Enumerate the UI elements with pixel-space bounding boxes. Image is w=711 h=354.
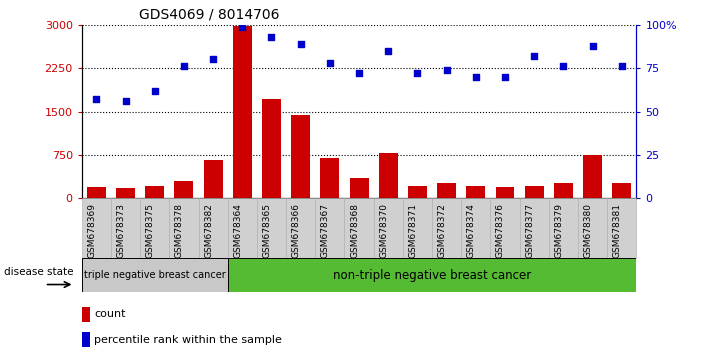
Bar [140,198,169,258]
Bar [286,198,315,258]
Bar [578,198,607,258]
Point [587,43,598,48]
Bar [344,198,374,258]
Point [149,88,161,93]
Point [91,97,102,102]
Text: GSM678379: GSM678379 [555,203,563,258]
Bar [174,182,193,198]
Text: GSM678364: GSM678364 [233,203,242,258]
Bar [87,187,106,198]
Point [208,57,219,62]
Point [324,60,336,66]
Bar [408,185,427,198]
Text: GDS4069 / 8014706: GDS4069 / 8014706 [139,7,279,21]
Bar [374,198,403,258]
Text: GSM678377: GSM678377 [525,203,534,258]
Bar [228,198,257,258]
Bar [496,187,515,198]
Bar [350,178,368,198]
Bar [292,115,310,198]
Bar [145,185,164,198]
Bar [116,188,135,198]
Bar [315,198,344,258]
Point [441,67,452,73]
Text: GSM678382: GSM678382 [204,203,213,258]
Bar [612,183,631,198]
Text: GSM678376: GSM678376 [496,203,505,258]
Text: disease state: disease state [4,267,73,277]
Text: GSM678369: GSM678369 [87,203,97,258]
Bar [379,153,397,198]
Bar [554,183,573,198]
Text: GSM678373: GSM678373 [117,203,126,258]
Text: GSM678374: GSM678374 [467,203,476,258]
Text: GSM678371: GSM678371 [408,203,417,258]
Text: non-triple negative breast cancer: non-triple negative breast cancer [333,269,531,282]
Text: GSM678375: GSM678375 [146,203,155,258]
Point [266,34,277,40]
Bar [321,158,339,198]
Bar [491,198,520,258]
Bar [466,186,486,198]
Point [353,70,365,76]
Text: count: count [95,309,126,320]
Bar [607,198,636,258]
Point [412,70,423,76]
Text: GSM678378: GSM678378 [175,203,184,258]
Text: percentile rank within the sample: percentile rank within the sample [95,335,282,345]
Text: GSM678366: GSM678366 [292,203,301,258]
Point [383,48,394,53]
Point [295,41,306,47]
Text: GSM678372: GSM678372 [437,203,447,258]
Bar [82,307,90,322]
Bar [520,198,549,258]
Point [470,74,481,80]
Text: triple negative breast cancer: triple negative breast cancer [84,270,225,280]
Point [178,64,190,69]
Bar [549,198,578,258]
Point [528,53,540,59]
Bar [461,198,491,258]
Bar [198,198,228,258]
Text: GSM678381: GSM678381 [613,203,621,258]
Text: GSM678368: GSM678368 [350,203,359,258]
Bar [232,26,252,198]
Bar [583,155,602,198]
Point [120,98,132,104]
Bar [82,332,90,347]
Point [237,24,248,29]
Bar [169,198,198,258]
Text: GSM678370: GSM678370 [379,203,388,258]
Bar [82,198,111,258]
Bar [403,198,432,258]
Bar [262,99,281,198]
Text: GSM678380: GSM678380 [584,203,592,258]
Bar [525,185,544,198]
Point [499,74,510,80]
Bar [203,160,223,198]
Bar [432,198,461,258]
Text: GSM678367: GSM678367 [321,203,330,258]
Bar [82,258,228,292]
Text: GSM678365: GSM678365 [262,203,272,258]
Bar [111,198,140,258]
Bar [257,198,286,258]
Bar [228,258,636,292]
Point [616,64,627,69]
Bar [437,183,456,198]
Point [557,64,569,69]
